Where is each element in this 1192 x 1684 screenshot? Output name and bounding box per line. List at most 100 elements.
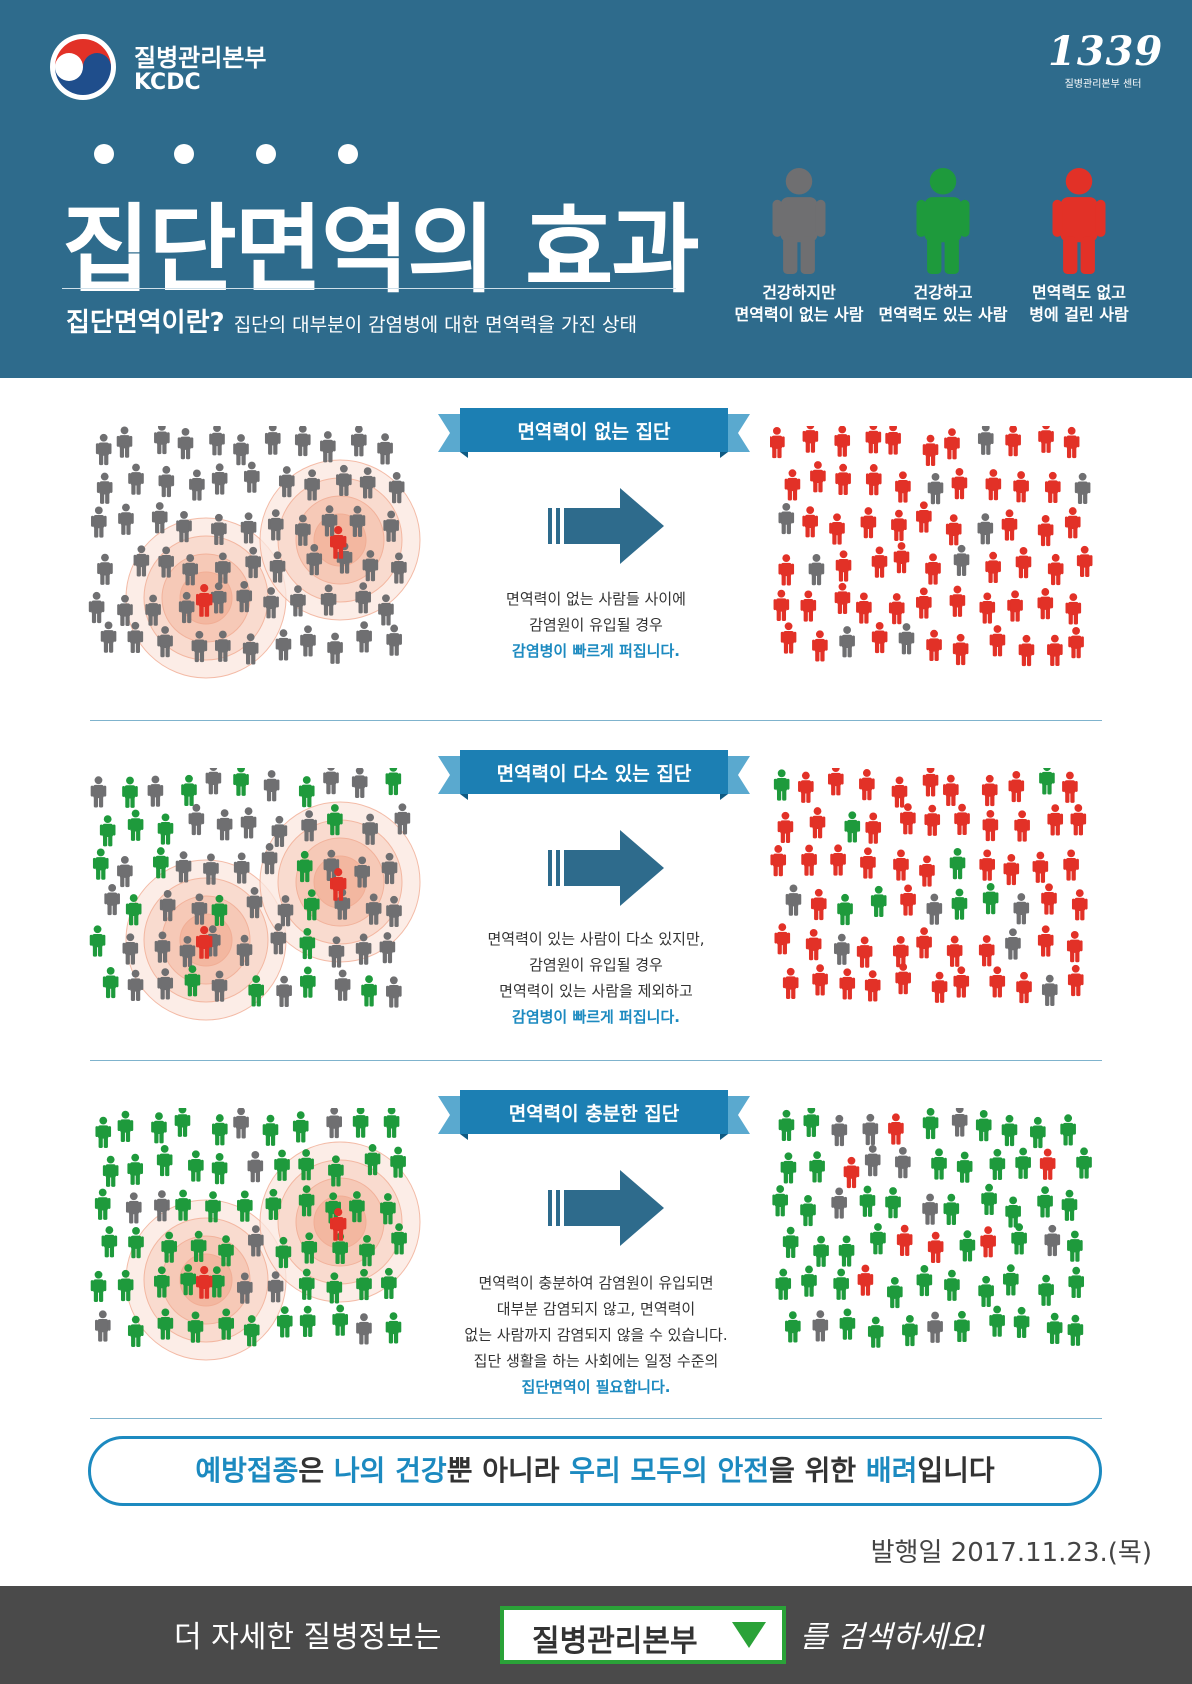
person-icon bbox=[809, 807, 826, 839]
person-icon bbox=[275, 629, 292, 661]
person-icon bbox=[834, 933, 850, 965]
person-icon bbox=[301, 810, 317, 842]
person-icon bbox=[1013, 471, 1029, 503]
person-icon bbox=[359, 1235, 375, 1267]
person-icon bbox=[931, 1148, 947, 1180]
person-icon bbox=[209, 426, 225, 456]
person-icon bbox=[327, 632, 343, 664]
person-icon bbox=[95, 433, 112, 466]
person-icon bbox=[777, 811, 794, 844]
person-icon bbox=[332, 1304, 348, 1336]
person-icon bbox=[178, 591, 195, 624]
person-icon bbox=[954, 1310, 970, 1343]
person-icon bbox=[1018, 634, 1035, 667]
person-icon bbox=[865, 464, 882, 496]
person-icon bbox=[857, 1264, 874, 1296]
person-icon bbox=[385, 768, 402, 796]
person-icon bbox=[1074, 472, 1091, 505]
emphasis-dot bbox=[174, 144, 194, 164]
person-icon bbox=[365, 893, 382, 925]
person-icon bbox=[871, 621, 888, 654]
person-icon bbox=[802, 506, 818, 538]
person-icon bbox=[117, 1110, 134, 1142]
person-icon bbox=[977, 426, 994, 455]
person-icon bbox=[320, 584, 337, 616]
person-icon bbox=[182, 554, 198, 586]
person-icon bbox=[267, 509, 284, 541]
person-icon bbox=[362, 550, 379, 582]
hotline-logo: 1339 질병관리본부 센터 bbox=[1048, 28, 1162, 98]
person-icon bbox=[1067, 1230, 1083, 1262]
vaccination-message: 예방접종은 나의 건강뿐 아니라 우리 모두의 안전을 위한 배려입니다 bbox=[88, 1436, 1102, 1506]
person-icon bbox=[351, 426, 367, 457]
person-icon bbox=[378, 594, 394, 626]
banner-emphasis: 우리 모두의 안전 bbox=[569, 1454, 770, 1487]
person-icon bbox=[778, 502, 795, 535]
person-icon bbox=[184, 965, 201, 997]
person-icon bbox=[919, 855, 935, 887]
caption-line: 면역력이 있는 사람이 다소 있지만, bbox=[487, 930, 705, 948]
person-icon bbox=[922, 1108, 939, 1140]
publish-date: 발행일 2017.11.23.(목) bbox=[870, 1538, 1152, 1568]
person-icon bbox=[292, 1111, 309, 1143]
person-icon bbox=[265, 1188, 282, 1221]
person-icon bbox=[895, 1146, 911, 1179]
person-icon bbox=[127, 969, 144, 1001]
person-icon bbox=[334, 969, 351, 1001]
person-icon bbox=[127, 1153, 144, 1185]
person-icon bbox=[813, 1235, 829, 1267]
person-icon bbox=[916, 927, 932, 959]
person-icon bbox=[179, 936, 196, 968]
person-icon bbox=[153, 847, 169, 879]
section-title: 면역력이 다소 있는 집단 bbox=[496, 763, 692, 785]
person-icon bbox=[102, 1155, 119, 1187]
person-icon bbox=[977, 513, 994, 545]
person-icon bbox=[1044, 1224, 1061, 1257]
person-icon bbox=[870, 1223, 886, 1255]
section-some-immunity: 면역력이 다소 있는 집단 면역력이 있는 사람이 다소 있지만, 감염원이 유… bbox=[0, 742, 1192, 1060]
ribbon-shape bbox=[438, 750, 750, 800]
person-icon bbox=[985, 551, 1001, 584]
legend-label-line2: 면역력이 없는 사람 bbox=[734, 305, 864, 324]
header: 질병관리본부 KCDC 1339 질병관리본부 센터 집단면역의 효과 집단면역… bbox=[0, 0, 1192, 378]
person-icon bbox=[1001, 1114, 1018, 1147]
person-icon bbox=[102, 966, 119, 999]
person-icon bbox=[800, 590, 817, 622]
person-icon bbox=[233, 852, 250, 884]
person-icon bbox=[94, 1188, 111, 1220]
person-icon bbox=[782, 967, 799, 1000]
footer: 더 자세한 질병정보는 질병관리본부 를 검색하세요! bbox=[0, 1586, 1192, 1684]
person-icon bbox=[770, 426, 785, 459]
crowd-after bbox=[770, 768, 1088, 1006]
person-icon bbox=[891, 509, 907, 541]
person-icon bbox=[191, 893, 208, 925]
person-icon bbox=[888, 1113, 904, 1145]
person-icon bbox=[1014, 810, 1030, 842]
person-icon bbox=[896, 1224, 913, 1256]
person-icon bbox=[181, 774, 197, 807]
search-box[interactable]: 질병관리본부 bbox=[500, 1606, 786, 1664]
person-icon bbox=[1007, 590, 1023, 622]
person-icon bbox=[377, 433, 393, 465]
person-icon bbox=[354, 856, 370, 888]
person-icon bbox=[97, 553, 113, 585]
person-icon bbox=[379, 932, 396, 964]
legend-label-line1: 건강하고 bbox=[913, 283, 973, 302]
person-icon bbox=[300, 966, 316, 998]
person-icon bbox=[127, 809, 144, 841]
section-caption: 면역력이 있는 사람이 다소 있지만, 감염원이 유입될 경우 면역력이 있는 … bbox=[440, 926, 752, 1030]
person-icon bbox=[989, 625, 1006, 657]
person-icon bbox=[1076, 1147, 1092, 1179]
person-icon bbox=[837, 893, 853, 926]
person-icon bbox=[355, 582, 372, 614]
person-icon bbox=[290, 585, 306, 617]
person-icon bbox=[798, 771, 814, 803]
person-icon bbox=[188, 803, 205, 836]
person-icon bbox=[831, 1114, 848, 1147]
person-icon bbox=[887, 1276, 903, 1309]
section-title: 면역력이 충분한 집단 bbox=[508, 1103, 680, 1125]
definition: 집단면역이란? 집단의 대부분이 감염병에 대한 면역력을 가진 상태 bbox=[66, 302, 637, 339]
person-icon bbox=[944, 1269, 960, 1301]
person-icon bbox=[303, 889, 320, 921]
person-icon bbox=[843, 1156, 860, 1189]
